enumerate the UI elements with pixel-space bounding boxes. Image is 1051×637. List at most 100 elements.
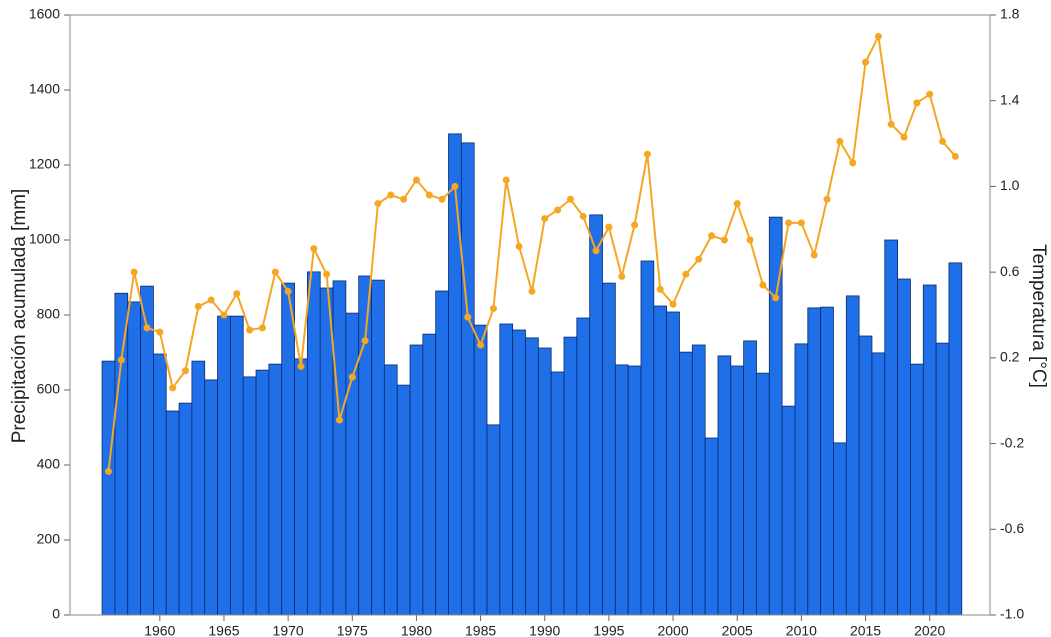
point <box>438 195 446 203</box>
bar <box>781 405 796 616</box>
point <box>361 337 369 345</box>
y2-tick-label: -0.2 <box>1000 434 1024 450</box>
x-tick-label: 2020 <box>914 623 945 637</box>
y-axis-title: Precipitación acumulada [mm] <box>9 189 30 444</box>
bar <box>833 442 847 616</box>
bar <box>448 133 462 616</box>
point <box>913 99 921 107</box>
y2-tick-label: 1.8 <box>1000 6 1020 22</box>
y-tick-label: 1200 <box>29 156 60 172</box>
bar <box>537 347 552 616</box>
point <box>323 270 331 278</box>
bar <box>910 363 924 616</box>
point <box>541 215 549 223</box>
bar <box>294 358 308 616</box>
point <box>836 137 844 145</box>
point <box>823 195 831 203</box>
bar <box>576 317 591 616</box>
point <box>284 287 292 295</box>
point <box>502 176 510 184</box>
y2-tick-label: 0.2 <box>1000 349 1020 365</box>
point <box>566 195 574 203</box>
bar <box>845 295 860 616</box>
point <box>528 287 536 295</box>
point <box>489 305 497 313</box>
bar <box>217 315 231 616</box>
point <box>246 326 254 334</box>
bar <box>512 329 526 616</box>
point <box>181 367 189 375</box>
point <box>156 328 164 336</box>
point <box>900 133 908 141</box>
bar <box>178 402 193 616</box>
point <box>631 221 639 229</box>
y-tick-label: 400 <box>37 456 61 472</box>
point <box>656 285 664 293</box>
x-tick-label: 1995 <box>593 623 624 637</box>
y2-axis-title: Temperatura [°C] <box>1028 244 1049 388</box>
point <box>605 223 613 231</box>
bar <box>602 282 616 616</box>
bar <box>153 353 167 616</box>
point <box>708 232 716 240</box>
bar <box>897 278 911 616</box>
point <box>759 281 767 289</box>
point <box>515 242 523 250</box>
bar <box>653 305 668 616</box>
bar <box>858 335 873 616</box>
bar <box>114 292 129 616</box>
bar <box>948 262 963 616</box>
bar <box>358 275 372 616</box>
point <box>720 236 728 244</box>
point <box>412 176 420 184</box>
point <box>643 150 651 158</box>
bar <box>319 287 334 616</box>
point <box>130 268 138 276</box>
bar <box>101 360 116 616</box>
bar <box>614 364 629 616</box>
bar <box>281 282 295 616</box>
bar <box>473 324 488 616</box>
x-tick-label: 1990 <box>529 623 560 637</box>
bar <box>704 437 719 616</box>
point <box>797 219 805 227</box>
bar <box>679 351 693 616</box>
x-tick-label: 2005 <box>722 623 753 637</box>
point <box>951 152 959 160</box>
bar <box>345 312 360 616</box>
x-tick-label: 1960 <box>144 623 175 637</box>
bar <box>242 376 257 616</box>
y2-tick-label: 1.4 <box>1000 91 1020 107</box>
point <box>258 324 266 332</box>
point <box>348 373 356 381</box>
x-tick-label: 1965 <box>208 623 239 637</box>
point <box>810 251 818 259</box>
point <box>939 137 947 145</box>
point <box>682 270 690 278</box>
point <box>669 300 677 308</box>
y-tick-label: 0 <box>52 606 60 622</box>
bar <box>884 239 899 616</box>
bar <box>666 311 680 616</box>
bar <box>191 360 206 616</box>
y2-tick-label: 0.6 <box>1000 263 1020 279</box>
point <box>169 384 177 392</box>
bar <box>871 352 886 616</box>
point <box>335 416 343 424</box>
point <box>297 362 305 370</box>
point <box>618 272 626 280</box>
y2-tick-label: -0.6 <box>1000 520 1024 536</box>
point <box>400 195 408 203</box>
bar <box>922 284 937 616</box>
point <box>733 200 741 208</box>
point <box>554 206 562 214</box>
x-tick-label: 1970 <box>273 623 304 637</box>
x-tick-label: 2015 <box>850 623 881 637</box>
y-tick-label: 200 <box>37 531 61 547</box>
point <box>695 255 703 263</box>
point <box>104 467 112 475</box>
bar <box>807 307 822 616</box>
bar <box>396 384 411 616</box>
point <box>785 219 793 227</box>
